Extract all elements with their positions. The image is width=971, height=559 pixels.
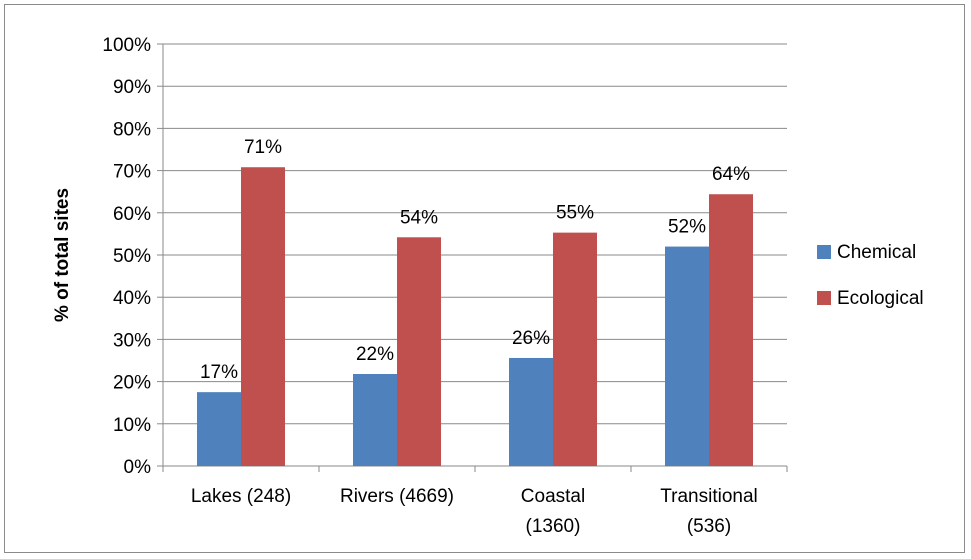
data-label: 54% — [400, 207, 438, 228]
legend-swatch-chemical — [817, 245, 831, 259]
x-category-label: Coastal — [521, 486, 585, 507]
data-label: 52% — [668, 217, 706, 238]
legend-label: Ecological — [837, 288, 924, 309]
bar-ecological — [241, 167, 285, 466]
y-tick-label: 80% — [113, 119, 151, 140]
y-tick-label: 0% — [124, 457, 152, 478]
bar-chemical — [353, 374, 397, 466]
bar-chemical — [197, 392, 241, 466]
y-tick-label: 100% — [102, 35, 151, 56]
x-category-label: Rivers (4669) — [340, 486, 454, 507]
y-tick-label: 30% — [113, 330, 151, 351]
legend-swatch-ecological — [817, 291, 831, 305]
bar-ecological — [553, 232, 597, 466]
x-category-label: Transitional — [660, 486, 758, 507]
data-label: 17% — [200, 362, 238, 383]
y-tick-label: 90% — [113, 77, 151, 98]
data-label: 64% — [712, 164, 750, 185]
bar-chemical — [665, 246, 709, 466]
legend-label: Chemical — [837, 242, 916, 263]
data-label: 55% — [556, 203, 594, 224]
bar-chart: 0% 10% 20% 30% 40% 50% 60% 70% 80% 90% 100% % of to… — [52, 35, 924, 537]
x-category-label: Lakes (248) — [191, 486, 291, 507]
y-tick-label: 60% — [113, 204, 151, 225]
y-tick-label: 20% — [113, 373, 151, 394]
y-tick-label: 10% — [113, 415, 151, 436]
x-category-label: (1360) — [526, 516, 581, 537]
y-tick-label: 50% — [113, 246, 151, 267]
bar-chemical — [509, 357, 553, 466]
x-category-label: (536) — [687, 516, 731, 537]
bar-ecological — [397, 237, 441, 466]
bar-ecological — [709, 194, 753, 466]
data-label: 71% — [244, 137, 282, 158]
data-label: 26% — [512, 328, 550, 349]
y-tick-label: 70% — [113, 162, 151, 183]
data-label: 22% — [356, 344, 394, 365]
y-tick-label: 40% — [113, 288, 151, 309]
chart-frame: 0% 10% 20% 30% 40% 50% 60% 70% 80% 90% 100% % of to… — [4, 4, 965, 553]
y-axis-title: % of total sites — [52, 188, 73, 322]
